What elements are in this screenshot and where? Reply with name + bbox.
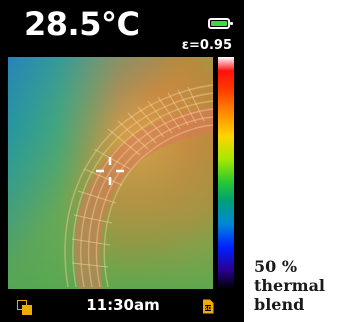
status-footer: 11:30am SD	[0, 291, 244, 322]
caption-line-3: blend	[254, 295, 305, 314]
caption-line-1: 50 %	[254, 257, 298, 276]
thermal-image	[8, 57, 213, 289]
thermal-camera-screen: 28.5°C ε=0.95	[0, 0, 244, 322]
gallery-icon[interactable]	[17, 300, 32, 315]
clock-time: 11:30am	[86, 296, 160, 314]
image-caption: 50 % thermal blend	[254, 257, 338, 314]
crosshair-icon	[96, 157, 124, 185]
thermal-image-graphic	[8, 57, 213, 289]
svg-text:SD: SD	[204, 306, 212, 312]
caption-line-2: thermal	[254, 276, 326, 295]
battery-level-fill	[211, 21, 227, 26]
color-palette-scale	[218, 57, 234, 289]
sd-card-icon: SD	[203, 299, 214, 314]
emissivity-value: ε=0.95	[181, 38, 232, 53]
battery-full-icon	[208, 18, 233, 29]
temperature-reading: 28.5°C	[24, 5, 140, 43]
